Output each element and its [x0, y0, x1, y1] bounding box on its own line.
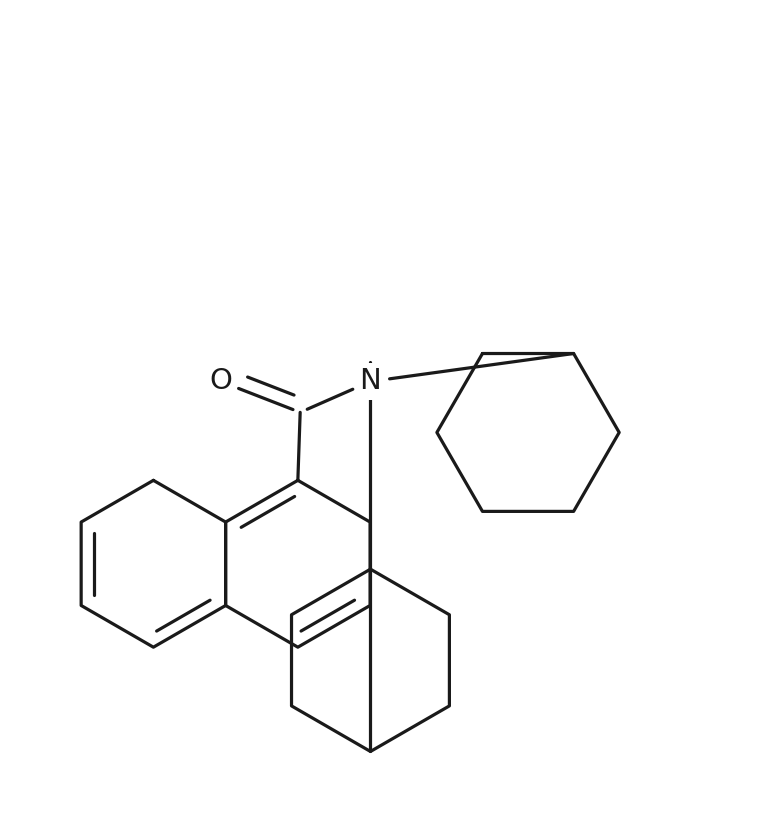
Text: O: O [209, 368, 232, 395]
Text: N: N [359, 368, 381, 395]
